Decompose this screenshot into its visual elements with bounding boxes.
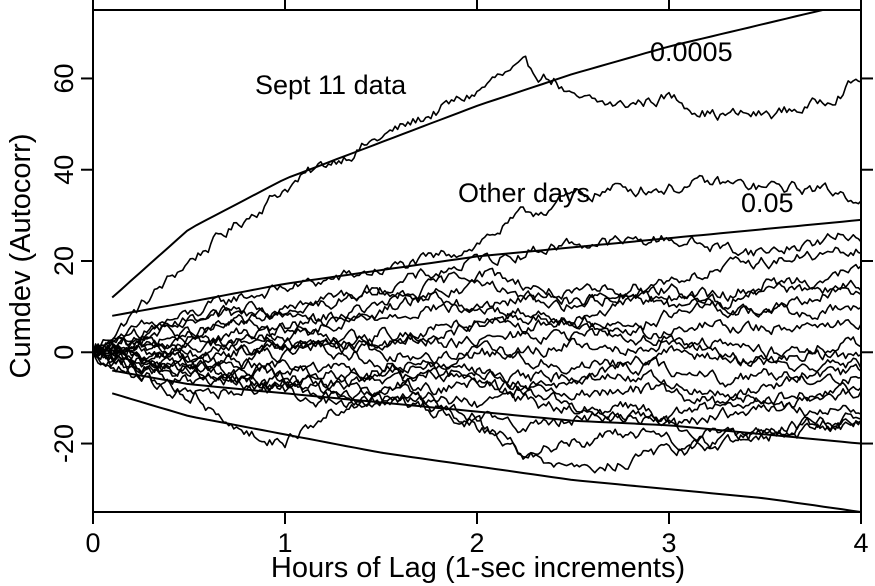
x-tick-label-0: 0 [85, 528, 100, 558]
significance-envelopes [111, 10, 861, 512]
y-axis-label: Cumdev (Autocorr) [5, 134, 37, 379]
y-tick-label-0: 0 [49, 345, 79, 360]
x-axis-label: Hours of Lag (1-sec increments) [271, 552, 685, 584]
series-line-14 [93, 351, 861, 423]
annotation-p-low: 0.05 [741, 188, 794, 218]
series-line-20 [93, 291, 861, 378]
x-tick-label-2: 2 [469, 528, 484, 558]
annotation-sept11: Sept 11 data [255, 70, 407, 100]
x-tick-label-4: 4 [853, 528, 868, 558]
data-series [93, 55, 861, 474]
series-line-11 [93, 345, 861, 388]
envelope-line-2 [112, 218, 861, 317]
series-line-10 [93, 339, 861, 375]
y-tick-label--20: -20 [49, 424, 79, 463]
series-line-13 [93, 346, 861, 405]
series-line-5 [93, 263, 861, 365]
annotation-p-high: 0.0005 [650, 37, 733, 67]
envelope-line-1 [111, 10, 827, 299]
series-line-16 [93, 351, 861, 459]
x-tick-label-3: 3 [661, 528, 676, 558]
series-line-17 [93, 349, 861, 474]
series-line-1 [93, 55, 861, 354]
annotation-other-days: Other days [458, 178, 590, 208]
series-line-2 [93, 174, 861, 357]
x-tick-label-1: 1 [277, 528, 292, 558]
series-line-18 [93, 348, 861, 427]
series-line-19 [93, 278, 861, 355]
series-line-8 [93, 319, 861, 362]
series-line-7 [93, 300, 861, 363]
plot-frame [92, 9, 862, 513]
y-axis-ticks: -20 0 20 40 60 [49, 63, 873, 463]
series-line-4 [93, 246, 861, 353]
y-tick-label-40: 40 [49, 155, 79, 185]
y-tick-label-20: 20 [49, 246, 79, 276]
x-axis-ticks: 0 1 2 3 4 [85, 0, 869, 558]
y-tick-label-60: 60 [49, 63, 79, 93]
series-line-9 [93, 334, 861, 370]
series-line-3 [93, 232, 861, 353]
envelope-line-4 [111, 392, 861, 512]
